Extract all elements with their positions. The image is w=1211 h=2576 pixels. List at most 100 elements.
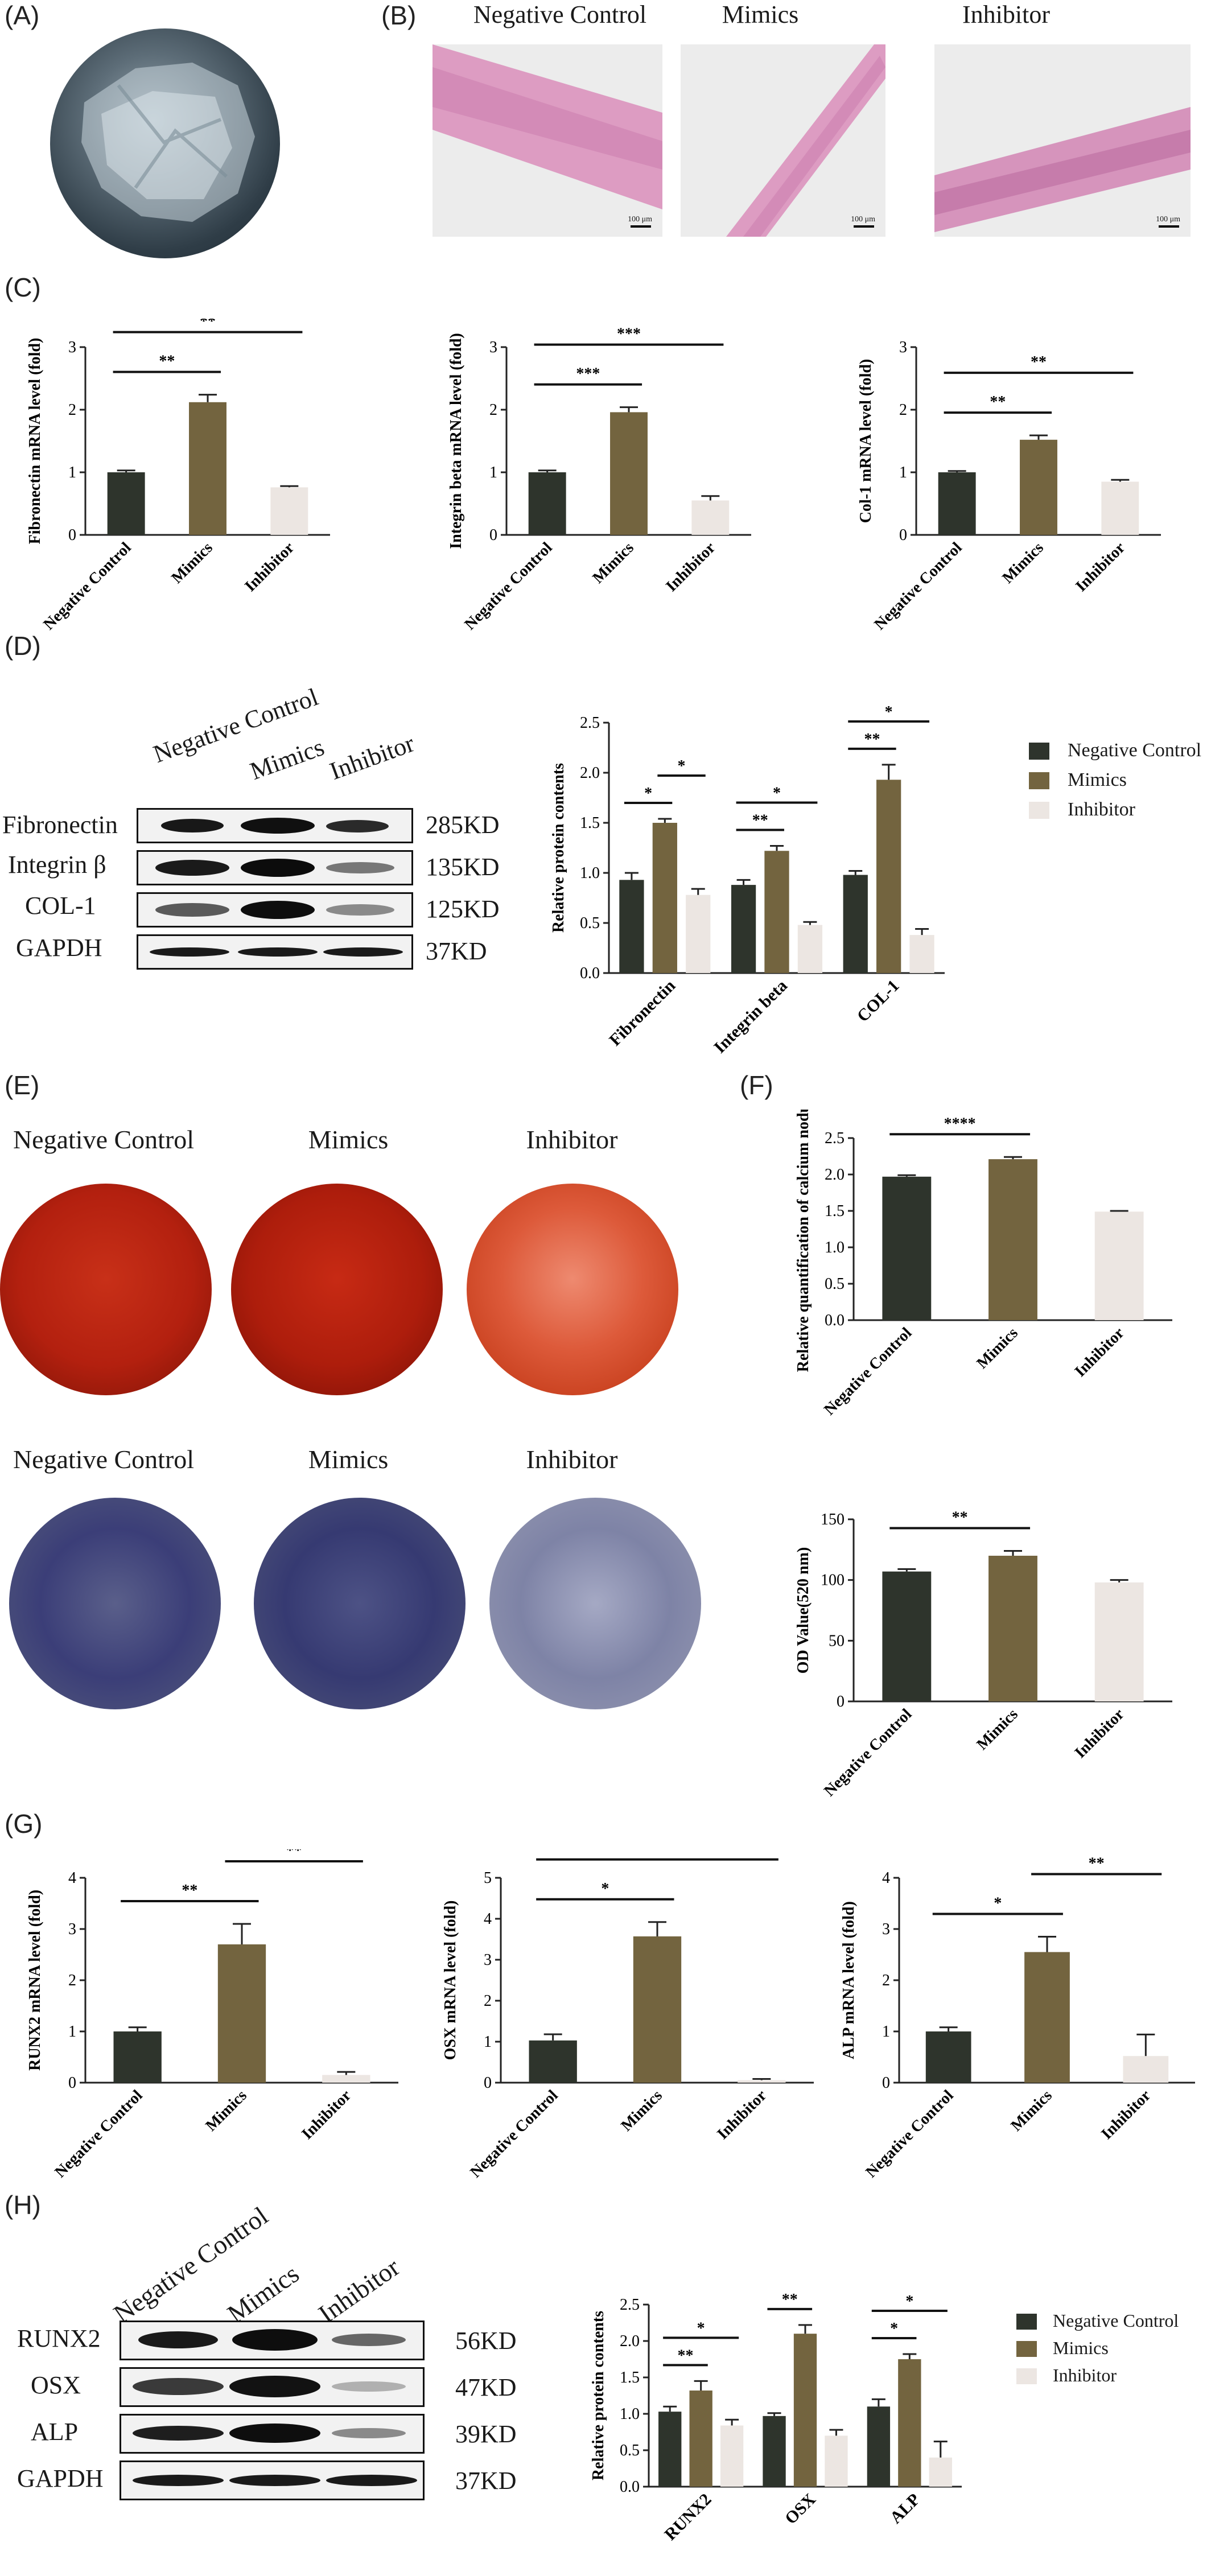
y-tick-label: 3 [882, 1920, 890, 1938]
blot-h-label-alp: ALP [31, 2418, 79, 2446]
y-axis-label: RUNX2 mRNA level (fold) [26, 1890, 44, 2071]
panel-label-f: (F) [740, 1070, 773, 1100]
bar-inhibitor [738, 2080, 786, 2083]
x-tick-label: Mimics [973, 1705, 1021, 1754]
y-tick-label: 0 [837, 1693, 845, 1711]
bar-alp-inhibitor [929, 2457, 952, 2487]
significance-mark: ** [1089, 1855, 1105, 1873]
alp-dish-mimics [254, 1498, 466, 1709]
bar-col-1-inhibitor [909, 935, 934, 973]
significance-mark: * [773, 784, 781, 802]
panel-label-e: (E) [5, 1070, 40, 1100]
y-tick-label: 2 [68, 401, 76, 419]
scale-bar-label: 100 μm [1156, 215, 1180, 224]
alp-title-negative-control: Negative Control [13, 1445, 195, 1474]
y-tick-label: 0 [489, 526, 497, 544]
y-tick-label: 0.0 [825, 1312, 845, 1329]
significance-mark: ** [677, 2347, 693, 2364]
y-tick-label: 50 [829, 1632, 845, 1650]
bar-alp-mimics [898, 2359, 921, 2487]
y-tick-label: 1 [68, 2023, 76, 2041]
panel-label-d: (D) [5, 631, 41, 661]
x-tick-label: Mimics [999, 539, 1047, 587]
he-title-inhibitor: Inhibitor [962, 1, 1050, 28]
blot-h-kd-gapdh: 37KD [455, 2467, 517, 2495]
y-tick-label: 1 [68, 464, 76, 481]
y-tick-label: 2.5 [825, 1130, 845, 1147]
band [133, 2378, 224, 2395]
panel-label-h: (H) [5, 2190, 41, 2220]
significance-mark: * [644, 785, 652, 802]
blot-d-row-gapdh [137, 934, 413, 970]
y-tick-label: 0.0 [580, 965, 600, 982]
y-tick-label: 1.5 [825, 1202, 845, 1220]
blot-h-kd-osx: 47KD [455, 2373, 517, 2401]
y-tick-label: 4 [68, 1869, 76, 1887]
y-axis-label: Relative quantification of calcium nodul… [794, 1110, 812, 1372]
y-tick-label: 0 [68, 2074, 76, 2092]
alizarin-dish-inhibitor [467, 1184, 678, 1395]
blot-h-label-osx: OSX [31, 2371, 81, 2399]
significance-mark: ** [782, 2291, 798, 2309]
x-tick-label: Inhibitor [662, 539, 719, 595]
band [326, 2475, 417, 2486]
bar-negative-control [925, 2031, 971, 2083]
y-tick-label: 2.5 [580, 714, 600, 732]
blot-h-kd-runx2: 56KD [455, 2327, 517, 2355]
blot-h-row-alp [120, 2414, 425, 2454]
bar-mimics [189, 402, 226, 535]
legend-swatch-mimics [1016, 2341, 1037, 2357]
scale-bar [854, 225, 874, 228]
x-tick-label: Mimics [202, 2087, 250, 2135]
band [241, 818, 315, 834]
blot-d-kd-fibronectin: 285KD [426, 811, 500, 839]
y-tick-label: 2 [489, 401, 497, 419]
legend-swatch-negative-control [1029, 743, 1049, 760]
significance-mark: * [601, 1880, 609, 1898]
x-tick-label: RUNX2 [661, 2490, 715, 2544]
blot-d-label-integrin: Integrin β [8, 851, 106, 879]
x-tick-label: Inhibitor [1072, 539, 1128, 595]
x-tick-label: Negative Control [461, 539, 555, 633]
y-tick-label: 1.0 [580, 864, 600, 882]
chart-c2-integrin-mrna: 0 1 2 3 Integrin beta mRNA level (fold)Negat… [447, 325, 751, 633]
y-tick-label: 2.0 [580, 764, 600, 782]
x-tick-label: Mimics [617, 2087, 666, 2135]
bar-fibronectin-negative-control [619, 880, 644, 973]
bar-mimics [633, 1936, 682, 2083]
band [155, 860, 229, 876]
x-tick-label: Inhibitor [714, 2087, 770, 2143]
y-axis-label: ALP mRNA level (fold) [840, 1901, 858, 2059]
y-tick-label: 2 [68, 1972, 76, 1989]
bar-inhibitor [322, 2075, 370, 2083]
legend-label-negative-control: Negative Control [1068, 740, 1202, 761]
bar-runx2-negative-control [658, 2412, 682, 2487]
band [229, 2423, 320, 2443]
x-tick-label: ALP [887, 2490, 924, 2528]
bar-mimics [610, 412, 648, 535]
y-axis-label: Col-1 mRNA level (fold) [857, 359, 875, 524]
alp-title-mimics: Mimics [308, 1445, 389, 1474]
bar-mimics [1024, 1952, 1070, 2083]
bar-inhibitor [691, 500, 730, 535]
bar-negative-control [882, 1571, 932, 1701]
y-tick-label: 0.5 [580, 914, 600, 932]
blot-h-kd-alp: 39KD [455, 2420, 517, 2448]
bar-fibronectin-inhibitor [686, 895, 711, 973]
significance-mark: * [905, 2293, 913, 2310]
y-tick-label: 0.5 [825, 1275, 845, 1293]
y-tick-label: 1.0 [620, 2405, 640, 2423]
y-tick-label: 100 [821, 1572, 845, 1589]
blot-d-row-fibronectin [137, 808, 413, 843]
x-tick-label: Mimics [973, 1324, 1021, 1373]
x-tick-label: Inhibitor [298, 2087, 355, 2143]
alp-title-inhibitor: Inhibitor [526, 1445, 618, 1474]
legend-swatch-negative-control [1016, 2314, 1037, 2330]
x-tick-label: Mimics [1007, 2087, 1056, 2135]
y-axis-label: OD Value(520 nm) [794, 1547, 812, 1674]
bar-mimics [217, 1944, 266, 2083]
significance-mark: * [885, 706, 893, 721]
significance-mark: ** [752, 811, 768, 829]
band [229, 2475, 320, 2486]
y-tick-label: 0 [484, 2074, 492, 2092]
